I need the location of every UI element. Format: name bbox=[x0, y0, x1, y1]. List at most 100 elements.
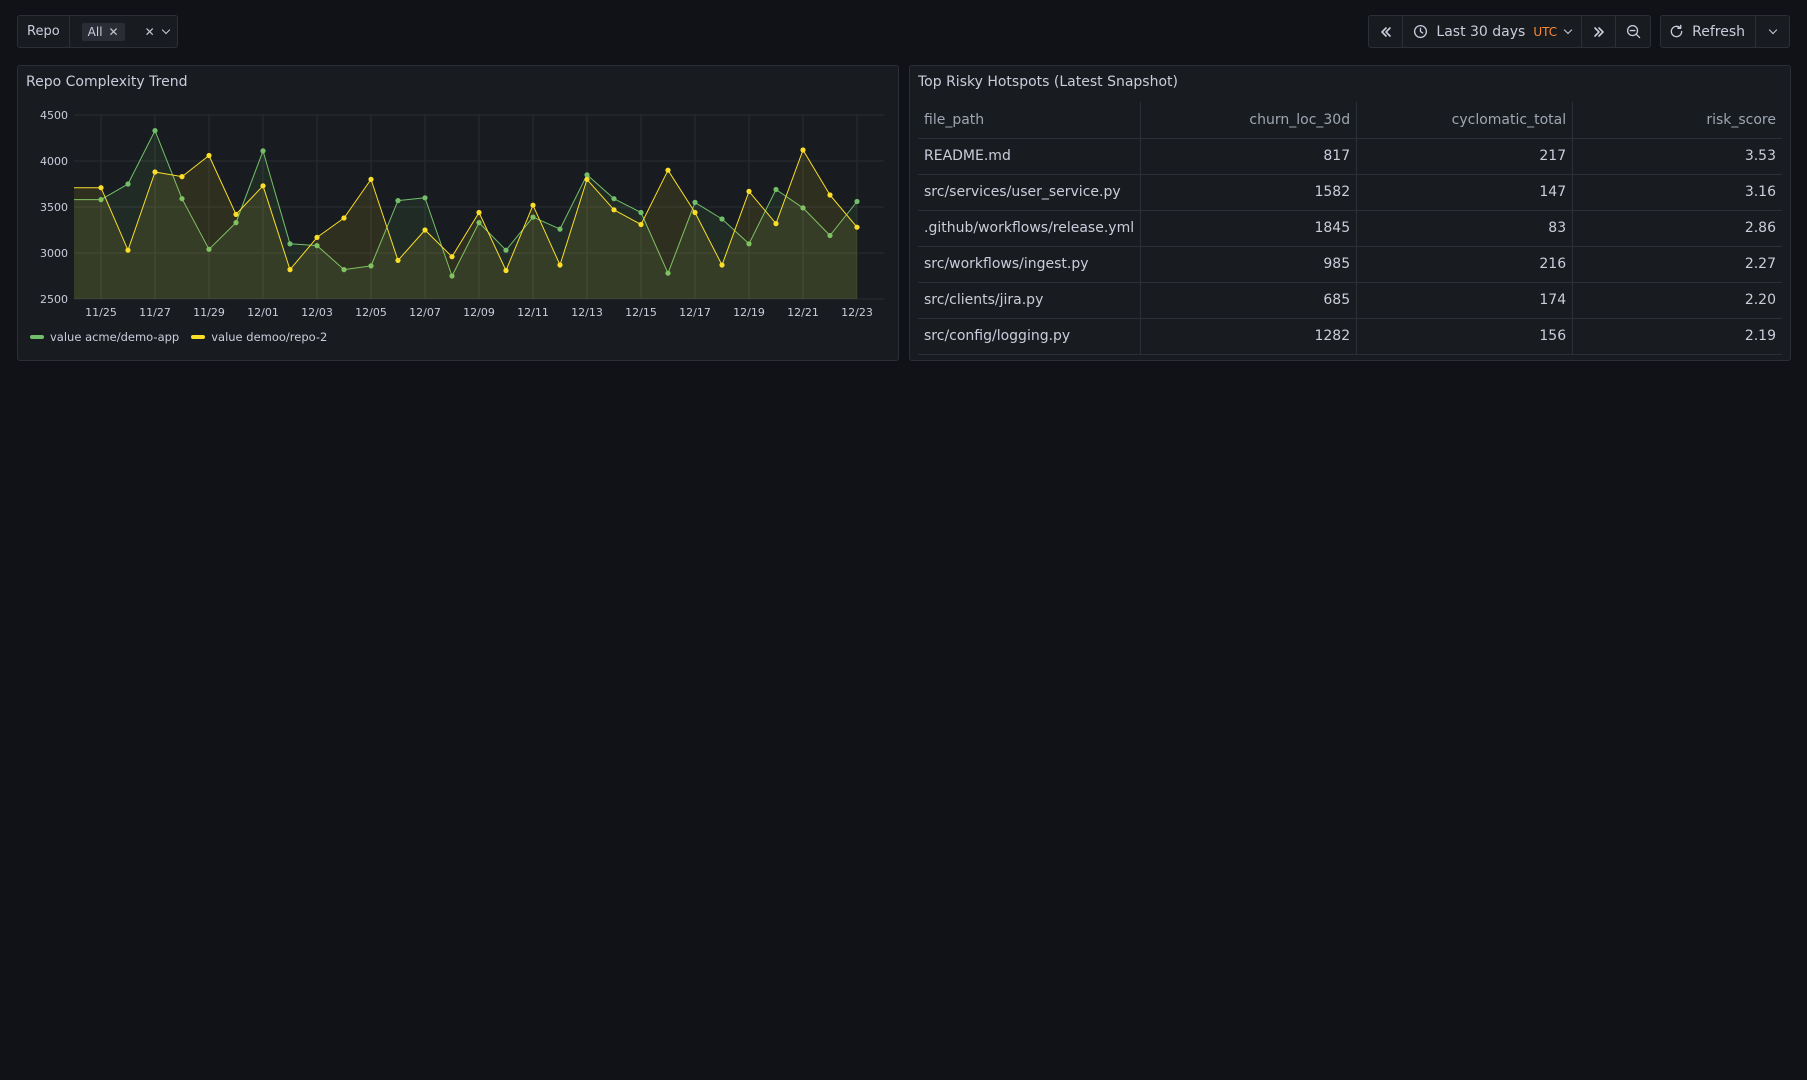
time-range-picker[interactable]: Last 30 days UTC bbox=[1403, 16, 1583, 47]
data-point bbox=[287, 241, 293, 247]
column-header-churn[interactable]: churn_loc_30d bbox=[1140, 102, 1358, 139]
legend-item[interactable]: value demoo/repo-2 bbox=[191, 330, 327, 344]
cell-risk-score: 2.27 bbox=[1572, 246, 1782, 283]
data-point bbox=[773, 186, 779, 193]
chevron-down-icon[interactable] bbox=[161, 25, 170, 35]
chart-panel: Repo Complexity Trend 2500 3000 3500 4000 45… bbox=[17, 65, 899, 361]
column-header-risk-score[interactable]: risk_score bbox=[1572, 102, 1782, 139]
data-point bbox=[557, 226, 563, 232]
legend-item[interactable]: value acme/demo-app bbox=[30, 330, 179, 344]
shift-time-forward-button[interactable] bbox=[1582, 16, 1617, 47]
data-point bbox=[233, 211, 239, 217]
zoom-out-button[interactable] bbox=[1616, 16, 1650, 47]
cell-risk-score: 2.86 bbox=[1572, 210, 1782, 247]
remove-chip-icon[interactable]: ✕ bbox=[108, 24, 119, 39]
data-point bbox=[98, 185, 104, 191]
data-point bbox=[557, 262, 563, 268]
data-point bbox=[584, 172, 590, 178]
hotspots-table: file_path churn_loc_30d cyclomatic_total… bbox=[918, 102, 1782, 355]
data-point bbox=[341, 215, 347, 221]
data-point bbox=[692, 199, 698, 205]
x-tick-label: 12/09 bbox=[463, 306, 495, 319]
panel-title: Top Risky Hotspots (Latest Snapshot) bbox=[918, 74, 1178, 90]
data-point bbox=[395, 257, 401, 263]
refresh-group: Refresh bbox=[1660, 15, 1790, 48]
dashboard-toolbar: Repo All ✕ ✕ Last 30 days UTC bbox=[17, 15, 1790, 48]
data-point bbox=[179, 196, 185, 202]
table-row: src/clients/jira.py 685 174 2.20 bbox=[918, 282, 1782, 319]
series-area bbox=[74, 130, 857, 299]
legend-label: value acme/demo-app bbox=[50, 330, 180, 344]
data-point bbox=[665, 167, 671, 173]
repo-variable: Repo All ✕ ✕ bbox=[17, 15, 178, 48]
data-point bbox=[827, 232, 833, 239]
cell-risk-score: 3.53 bbox=[1572, 138, 1782, 175]
data-point bbox=[854, 198, 860, 205]
x-tick-label: 12/23 bbox=[841, 306, 873, 319]
cell-risk-score: 2.20 bbox=[1572, 282, 1782, 319]
double-chevron-right-icon bbox=[1593, 26, 1604, 37]
table-row: src/services/user_service.py 1582 147 3.16 bbox=[918, 174, 1782, 211]
table-row: README.md 817 217 3.53 bbox=[918, 138, 1782, 175]
data-point bbox=[179, 174, 185, 180]
data-point bbox=[503, 247, 509, 253]
x-tick-label: 12/15 bbox=[625, 306, 657, 319]
cell-file-path: .github/workflows/release.yml bbox=[918, 210, 1142, 247]
cell-churn: 1582 bbox=[1140, 174, 1358, 211]
clock-icon bbox=[1414, 24, 1428, 39]
data-point bbox=[827, 192, 833, 198]
repo-value-chip[interactable]: All ✕ bbox=[81, 22, 125, 41]
cell-file-path: src/clients/jira.py bbox=[918, 282, 1142, 319]
x-tick-label: 12/05 bbox=[355, 306, 387, 319]
x-tick-label: 11/27 bbox=[139, 306, 171, 319]
refresh-button[interactable]: Refresh bbox=[1661, 16, 1756, 47]
y-tick-label: 3500 bbox=[40, 201, 68, 214]
cell-churn: 1282 bbox=[1140, 318, 1358, 355]
shift-time-back-button[interactable] bbox=[1369, 16, 1404, 47]
cell-file-path: src/workflows/ingest.py bbox=[918, 246, 1142, 283]
data-point bbox=[368, 176, 374, 182]
data-point bbox=[449, 254, 455, 260]
double-chevron-left-icon bbox=[1381, 26, 1391, 37]
data-point bbox=[638, 221, 644, 228]
data-point bbox=[125, 181, 131, 187]
chevron-down-icon bbox=[1563, 25, 1573, 35]
data-point bbox=[746, 188, 752, 194]
column-header-cyclomatic[interactable]: cyclomatic_total bbox=[1356, 102, 1574, 139]
refresh-interval-dropdown[interactable] bbox=[1756, 16, 1789, 47]
data-point bbox=[152, 169, 158, 175]
data-point bbox=[692, 209, 698, 216]
cell-file-path: src/services/user_service.py bbox=[918, 174, 1142, 211]
y-tick-label: 4500 bbox=[40, 109, 68, 122]
x-tick-label: 11/29 bbox=[193, 306, 225, 319]
data-point bbox=[395, 198, 401, 204]
legend-swatch bbox=[191, 335, 206, 339]
data-point bbox=[719, 262, 725, 268]
data-point bbox=[719, 216, 725, 222]
line-chart[interactable]: 2500 3000 3500 4000 4500 11/25 11/27 11/29 12/01… bbox=[18, 66, 900, 362]
clear-selection-icon[interactable]: ✕ bbox=[144, 24, 155, 39]
data-point bbox=[449, 273, 455, 279]
chevron-down-icon bbox=[1768, 25, 1777, 35]
column-header-file-path[interactable]: file_path bbox=[918, 102, 1142, 139]
table-row: .github/workflows/release.yml 1845 83 2.86 bbox=[918, 210, 1782, 247]
data-point bbox=[746, 241, 752, 247]
x-tick-label: 12/01 bbox=[247, 306, 279, 319]
data-point bbox=[422, 227, 428, 233]
cell-cyclomatic: 83 bbox=[1356, 210, 1574, 247]
data-point bbox=[260, 148, 266, 154]
x-tick-label: 12/07 bbox=[409, 306, 441, 319]
data-point bbox=[341, 267, 347, 273]
legend-label: value demoo/repo-2 bbox=[211, 330, 328, 344]
repo-variable-select[interactable]: All ✕ ✕ bbox=[70, 16, 177, 47]
y-tick-label: 3000 bbox=[40, 247, 68, 260]
cell-cyclomatic: 147 bbox=[1356, 174, 1574, 211]
data-point bbox=[314, 234, 320, 240]
cell-churn: 817 bbox=[1140, 138, 1358, 175]
cell-churn: 985 bbox=[1140, 246, 1358, 283]
data-point bbox=[773, 221, 779, 227]
x-tick-label: 12/17 bbox=[679, 306, 711, 319]
data-point bbox=[314, 243, 320, 249]
data-point bbox=[206, 152, 212, 159]
data-point bbox=[476, 220, 482, 226]
